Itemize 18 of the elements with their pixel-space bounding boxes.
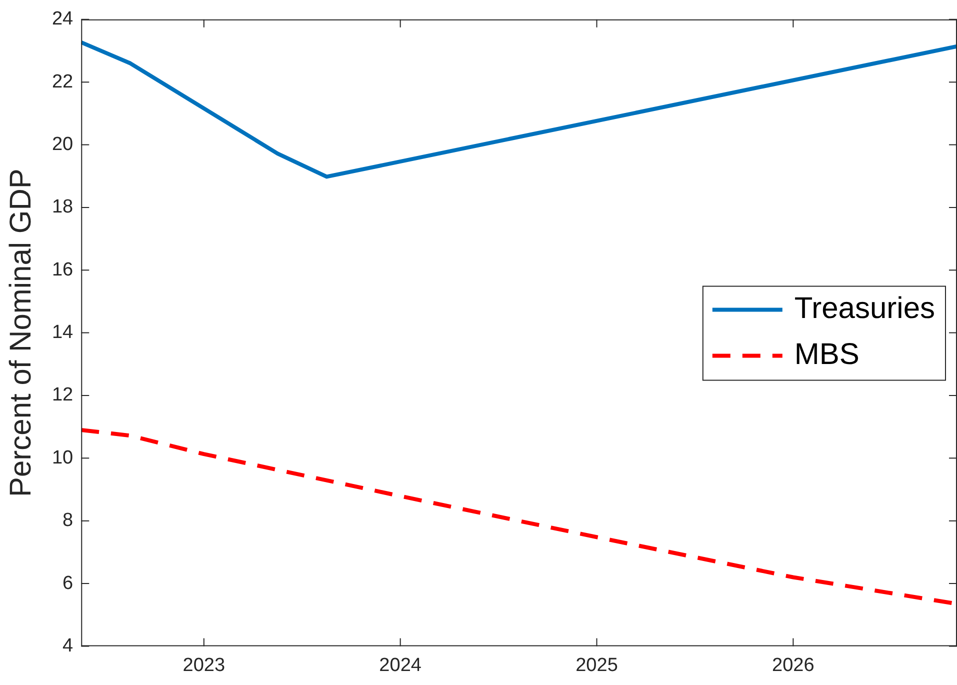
x-tick-label: 2024 <box>379 654 422 676</box>
y-tick-label: 18 <box>52 196 74 218</box>
y-tick-label: 14 <box>52 322 74 344</box>
y-tick-label: 10 <box>52 447 74 468</box>
y-tick-label: 12 <box>52 384 74 406</box>
y-tick-label: 22 <box>52 71 74 92</box>
y-tick-label: 16 <box>52 259 74 280</box>
x-tick-label: 2026 <box>772 654 814 676</box>
y-tick-label: 6 <box>62 572 74 594</box>
y-tick-label: 4 <box>62 635 74 656</box>
legend-label: MBS <box>794 338 860 372</box>
y-tick-label: 20 <box>52 134 74 155</box>
x-tick-label: 2023 <box>182 654 226 676</box>
x-tick-label: 2025 <box>576 654 618 676</box>
y-tick-label: 24 <box>52 8 74 30</box>
legend-label: Treasuries <box>794 292 936 326</box>
y-tick-label: 8 <box>62 510 74 532</box>
y-axis-title: Percent of Nominal GDP <box>4 168 38 498</box>
